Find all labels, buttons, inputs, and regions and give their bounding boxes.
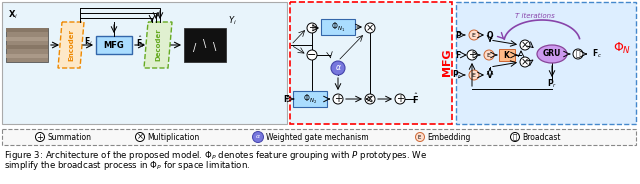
Bar [6, 36, 48, 40]
Text: $\hat{\mathbf{F}}$: $\hat{\mathbf{F}}$ [412, 92, 419, 106]
FancyBboxPatch shape [456, 2, 636, 124]
Text: $\mathrm{E}$: $\mathrm{E}$ [471, 31, 477, 39]
Bar [6, 54, 48, 57]
Circle shape [573, 49, 583, 59]
Text: ×: × [366, 23, 374, 33]
Text: +: + [334, 94, 342, 104]
Text: $Y_i$: $Y_i$ [228, 15, 237, 27]
Text: Broadcast: Broadcast [522, 132, 561, 141]
Text: $\Phi_N$: $\Phi_N$ [613, 40, 631, 56]
Text: \: \ [213, 42, 216, 52]
Text: $\mathbf{P}_r$: $\mathbf{P}_r$ [547, 78, 557, 90]
Text: $\Phi_{N_2}$: $\Phi_{N_2}$ [303, 92, 317, 106]
FancyBboxPatch shape [290, 2, 452, 124]
Circle shape [331, 61, 345, 75]
Circle shape [365, 94, 375, 104]
Text: $\mathbf{F}_i$: $\mathbf{F}_i$ [84, 36, 92, 48]
Text: $\mathbf{P}_r$: $\mathbf{P}_r$ [452, 69, 462, 81]
Text: Figure 3: Architecture of the proposed model. $\Phi_P$ denotes feature grouping : Figure 3: Architecture of the proposed m… [4, 149, 428, 162]
Circle shape [365, 23, 375, 33]
Text: Ⓑ: Ⓑ [513, 134, 517, 140]
Circle shape [253, 132, 264, 142]
FancyBboxPatch shape [96, 36, 132, 54]
Circle shape [415, 132, 424, 141]
Text: Encoder: Encoder [68, 29, 74, 61]
Text: −: − [307, 50, 317, 60]
Text: Summation: Summation [47, 132, 91, 141]
Text: ×: × [136, 132, 143, 141]
Circle shape [136, 132, 145, 141]
Text: +: + [468, 50, 476, 60]
Text: MFG: MFG [442, 48, 452, 76]
FancyBboxPatch shape [293, 91, 327, 107]
Text: Decoder: Decoder [155, 29, 161, 61]
FancyBboxPatch shape [2, 2, 287, 124]
Circle shape [307, 23, 317, 33]
Polygon shape [144, 22, 172, 68]
Text: ×: × [366, 94, 374, 104]
Bar [6, 28, 48, 62]
Text: Embedding: Embedding [427, 132, 470, 141]
Circle shape [395, 94, 405, 104]
Text: +: + [36, 132, 44, 141]
Text: Weighted gate mechanism: Weighted gate mechanism [266, 132, 369, 141]
Circle shape [520, 40, 530, 50]
Text: +: + [396, 94, 404, 104]
Circle shape [35, 132, 45, 141]
Text: $\mathbf{P}$: $\mathbf{P}$ [454, 29, 462, 40]
Circle shape [333, 94, 343, 104]
Text: $\mathbf{F}$: $\mathbf{F}$ [283, 93, 290, 105]
Circle shape [484, 50, 494, 60]
Ellipse shape [537, 45, 567, 63]
Text: $\Phi_{N_1}$: $\Phi_{N_1}$ [331, 20, 345, 34]
Text: $\mathrm{E}$: $\mathrm{E}$ [486, 51, 492, 59]
Text: $\mathbf{X}_i$: $\mathbf{X}_i$ [8, 9, 18, 21]
Text: T iterations: T iterations [515, 13, 555, 19]
Circle shape [469, 30, 479, 40]
Text: $\mathrm{E}$: $\mathrm{E}$ [417, 133, 422, 141]
Text: Multiplication: Multiplication [147, 132, 199, 141]
Text: $\mathbf{V}$: $\mathbf{V}$ [486, 70, 494, 81]
Text: $\hat{\mathbf{F}}_i$: $\hat{\mathbf{F}}_i$ [136, 34, 145, 50]
FancyBboxPatch shape [2, 129, 636, 145]
Text: $\mathbf{K}$: $\mathbf{K}$ [503, 49, 511, 61]
FancyBboxPatch shape [321, 19, 355, 35]
Circle shape [467, 50, 477, 60]
Circle shape [511, 132, 520, 141]
Text: $\mathbf{F}$: $\mathbf{F}$ [456, 49, 462, 61]
Text: ×: × [521, 40, 529, 50]
Text: GRU: GRU [543, 49, 561, 59]
Text: /: / [193, 43, 196, 53]
Text: ×: × [521, 57, 529, 67]
Text: simplify the broadcast process in $\Phi_P$ for space limitation.: simplify the broadcast process in $\Phi_… [4, 159, 250, 172]
Circle shape [469, 70, 479, 80]
Text: $\mathrm{E}$: $\mathrm{E}$ [471, 71, 477, 79]
Circle shape [520, 57, 530, 67]
Polygon shape [58, 22, 84, 68]
Circle shape [307, 50, 317, 60]
FancyBboxPatch shape [499, 49, 515, 61]
Bar [184, 28, 226, 62]
Text: $\alpha$: $\alpha$ [255, 134, 261, 141]
Text: +: + [308, 23, 316, 33]
Bar [6, 45, 48, 49]
Text: Ⓑ: Ⓑ [576, 49, 580, 59]
Text: $\mathbf{Q}$: $\mathbf{Q}$ [486, 29, 494, 41]
Text: $\alpha$: $\alpha$ [335, 63, 342, 72]
Text: $\mathbf{F}_c$: $\mathbf{F}_c$ [592, 48, 602, 60]
Bar [6, 28, 48, 32]
Text: MFG: MFG [104, 40, 124, 49]
Text: \: \ [204, 39, 207, 49]
